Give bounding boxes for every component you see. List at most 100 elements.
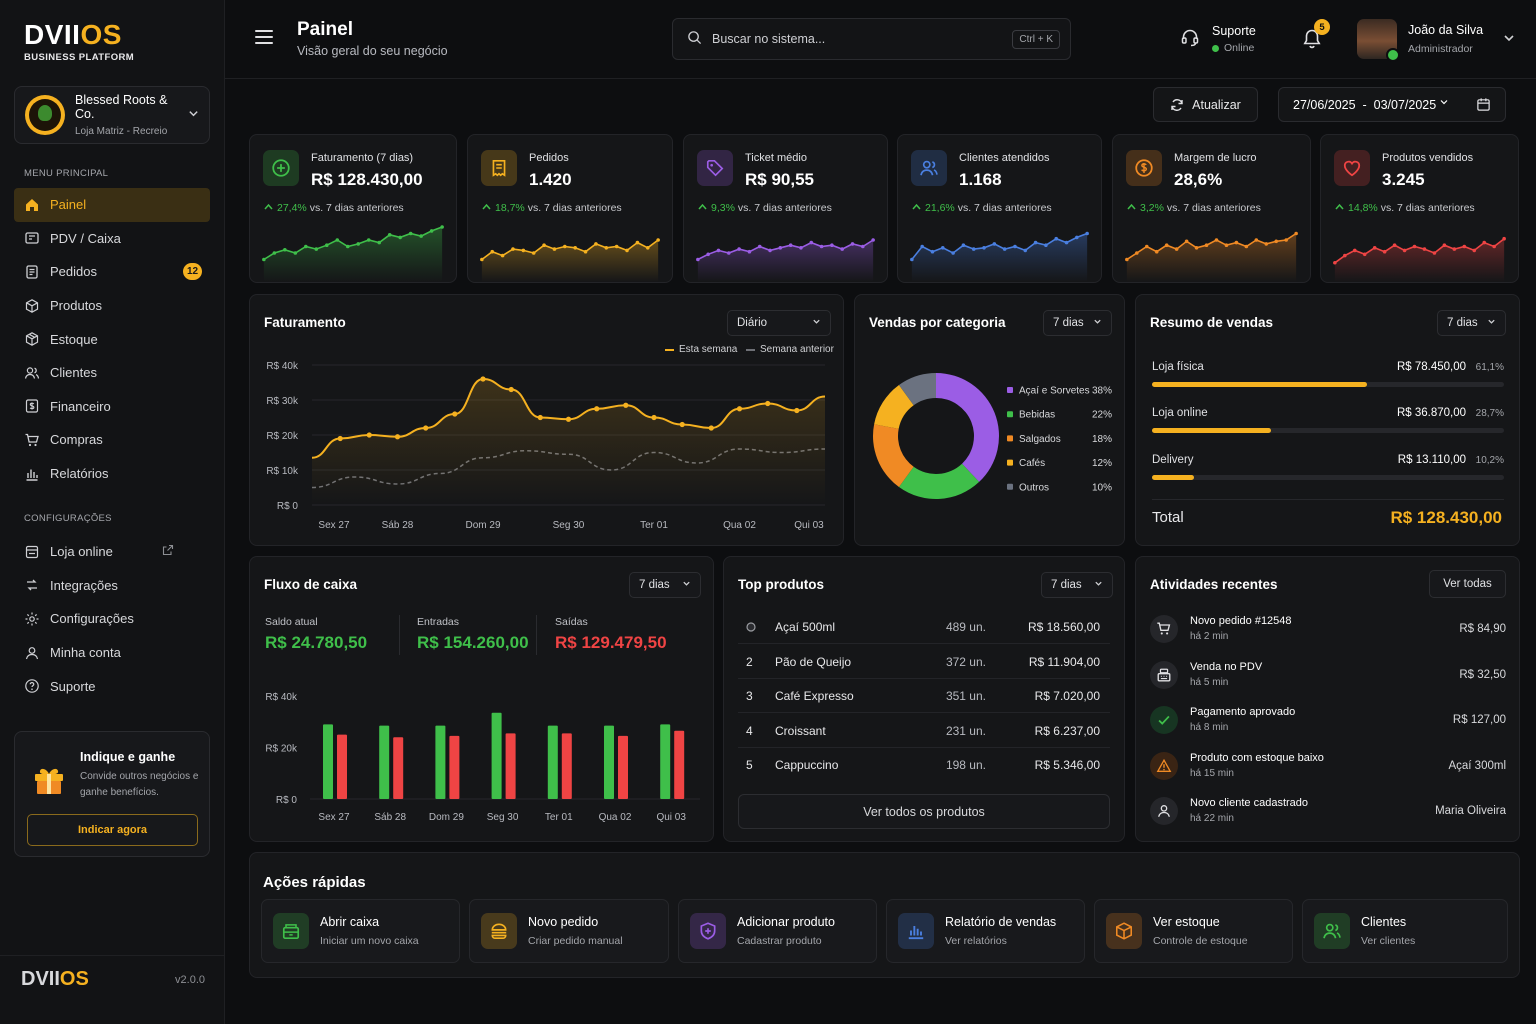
sidebar-item-pedidos[interactable]: Pedidos 12 <box>14 255 210 289</box>
revenue-period-select[interactable]: Diário <box>727 310 831 336</box>
sidebar-item-loja-online[interactable]: Loja online <box>14 535 210 569</box>
table-row[interactable]: 4 Croissant 231 un. R$ 6.237,00 <box>738 714 1110 748</box>
data-point <box>565 416 572 422</box>
donut-slice[interactable] <box>874 385 914 429</box>
activity-item[interactable]: Produto com estoque baixo há 15 min Açaí 3… <box>1150 746 1506 791</box>
sparkline-point <box>920 244 924 249</box>
quick-action-subtitle: Cadastrar produto <box>737 935 822 947</box>
sparkline-point <box>531 251 536 255</box>
sparkline-point <box>809 240 814 245</box>
kpi-card[interactable]: Pedidos 1.420 18,7% vs. 7 dias anteriores <box>467 134 673 283</box>
progress-bar <box>1152 428 1504 433</box>
gift-icon <box>32 762 66 799</box>
x-tick-label: Sáb 28 <box>374 812 406 823</box>
donut-slice[interactable] <box>936 373 999 482</box>
support-button[interactable]: Suporte Online <box>1180 24 1256 54</box>
x-tick-label: Seg 30 <box>553 520 585 531</box>
progress-fill <box>1152 428 1271 433</box>
users-icon <box>24 365 40 381</box>
bar-chart-icon <box>908 926 924 940</box>
activity-item[interactable]: Venda no PDV há 5 min R$ 32,50 <box>1150 655 1506 700</box>
activity-item[interactable]: Novo pedido #12548 há 2 min R$ 84,90 <box>1150 609 1506 654</box>
summary-period-select[interactable]: 7 dias <box>1437 310 1506 336</box>
kpi-delta: 9,3% vs. 7 dias anteriores <box>698 202 832 214</box>
activity-item[interactable]: Pagamento aprovado há 8 min R$ 127,00 <box>1150 700 1506 745</box>
kpi-card[interactable]: Faturamento (7 dias) R$ 128.430,00 27,4% v… <box>249 134 457 283</box>
sidebar-item-suporte[interactable]: Suporte <box>14 669 210 703</box>
sidebar-item-produtos[interactable]: Produtos <box>14 289 210 323</box>
donut-slice[interactable] <box>898 373 936 406</box>
shield-plus-icon <box>700 922 716 940</box>
kpi-card[interactable]: Ticket médio R$ 90,55 9,3% vs. 7 dias ante… <box>683 134 888 283</box>
cashflow-period-select[interactable]: 7 dias <box>629 572 701 598</box>
search-input[interactable]: Buscar no sistema... Ctrl + K <box>672 18 1071 60</box>
cart-icon <box>24 432 40 448</box>
quick-action-card[interactable]: Clientes Ver clientes <box>1302 899 1508 963</box>
view-all-products-button[interactable]: Ver todos os produtos <box>738 794 1110 829</box>
quick-action-card[interactable]: Ver estoque Controle de estoque <box>1094 899 1293 963</box>
footer-logo: DVIIOS <box>21 968 89 991</box>
sparkline-point <box>1054 236 1058 241</box>
table-row[interactable]: Açaí 500ml 489 un. R$ 18.560,00 <box>738 610 1110 644</box>
sidebar-item-financeiro[interactable]: Financeiro <box>14 390 210 424</box>
view-all-activities-button[interactable]: Ver todas <box>1429 570 1506 598</box>
summary-row-name: Loja física <box>1152 361 1204 373</box>
summary-row-pct: 10,2% <box>1475 455 1504 466</box>
sidebar-item-clientes[interactable]: Clientes <box>14 356 210 390</box>
page-title: Painel <box>297 19 353 40</box>
quick-action-card[interactable]: Abrir caixa Iniciar um novo caixa <box>261 899 460 963</box>
kpi-sparkline <box>1125 231 1298 282</box>
kpi-delta-text: vs. 7 dias anteriores <box>309 202 404 214</box>
table-row[interactable]: 3 Café Expresso 351 un. R$ 7.020,00 <box>738 679 1110 713</box>
outflow-value: R$ 129.479,50 <box>555 633 667 652</box>
cashflow-bar-chart: R$ 40k R$ 20k R$ 0 Sex 27 Sáb 28 Dom 29 Seg 30… <box>265 692 700 823</box>
data-point <box>423 425 429 431</box>
sparkline-point <box>366 238 371 242</box>
store-selector[interactable]: Blessed Roots & Co. Loja Matriz - Recrei… <box>14 86 210 144</box>
sidebar-item-minha-conta[interactable]: Minha conta <box>14 636 210 670</box>
date-range-picker[interactable]: 27/06/2025 - 03/07/2025 <box>1278 87 1506 122</box>
activity-item[interactable]: Novo cliente cadastrado há 22 min Maria Ol… <box>1150 791 1506 836</box>
product-name: Pão de Queijo <box>775 654 852 669</box>
sidebar-item-integracoes[interactable]: Integrações <box>14 569 210 603</box>
refresh-button[interactable]: Atualizar <box>1153 87 1258 122</box>
referral-button[interactable]: Indicar agora <box>27 814 198 846</box>
donut-slice[interactable] <box>898 463 980 499</box>
quick-action-card[interactable]: Relatório de vendas Ver relatórios <box>886 899 1085 963</box>
sparkline-area <box>1334 238 1505 282</box>
sparkline-point <box>840 247 844 251</box>
bar-inflow <box>604 725 614 799</box>
quick-action-title: Novo pedido <box>528 915 599 929</box>
product-name: Café Expresso <box>775 689 854 703</box>
sidebar-item-compras[interactable]: Compras <box>14 423 210 457</box>
sidebar-item-relatorios[interactable]: Relatórios <box>14 457 210 491</box>
user-menu[interactable]: João da Silva Administrador <box>1357 19 1515 62</box>
brand-logo[interactable]: DVIIOS BUSINESS PLATFORM <box>24 20 134 64</box>
product-revenue: R$ 18.560,00 <box>1027 620 1100 634</box>
quick-action-card[interactable]: Novo pedido Criar pedido manual <box>469 899 669 963</box>
summary-row-value: R$ 78.450,00 <box>1396 361 1466 373</box>
kpi-card[interactable]: Produtos vendidos 3.245 14,8% vs. 7 dias a… <box>1320 134 1519 283</box>
finance-icon <box>24 398 40 414</box>
quick-action-card[interactable]: Adicionar produto Cadastrar produto <box>678 899 877 963</box>
table-row[interactable]: 2 Pão de Queijo 372 un. R$ 11.904,00 <box>738 645 1110 679</box>
menu-toggle-icon[interactable] <box>255 30 273 44</box>
kpi-card[interactable]: Margem de lucro 28,6% 3,2% vs. 7 dias ante… <box>1112 134 1311 283</box>
y-tick-label: R$ 10k <box>266 466 299 477</box>
kpi-card[interactable]: Clientes atendidos 1.168 21,6% vs. 7 dias … <box>897 134 1102 283</box>
activity-time: há 5 min <box>1190 676 1229 688</box>
data-point <box>508 386 514 393</box>
sidebar-item-estoque[interactable]: Estoque <box>14 322 210 356</box>
kpi-value: 1.168 <box>959 170 1002 189</box>
sidebar-item-configuracoes[interactable]: Configurações <box>14 602 210 636</box>
top-products-period-select[interactable]: 7 dias <box>1041 572 1113 598</box>
sparkline-point <box>961 243 966 247</box>
sparkline-point <box>1422 247 1427 251</box>
donut-slice[interactable] <box>873 424 914 487</box>
category-period-select[interactable]: 7 dias <box>1043 310 1112 336</box>
sidebar-item-pdv[interactable]: PDV / Caixa <box>14 222 210 256</box>
rank-medal-icon <box>746 621 756 635</box>
sidebar-item-painel[interactable]: Painel <box>14 188 210 222</box>
table-row[interactable]: 5 Cappuccino 198 un. R$ 5.346,00 <box>738 748 1110 782</box>
